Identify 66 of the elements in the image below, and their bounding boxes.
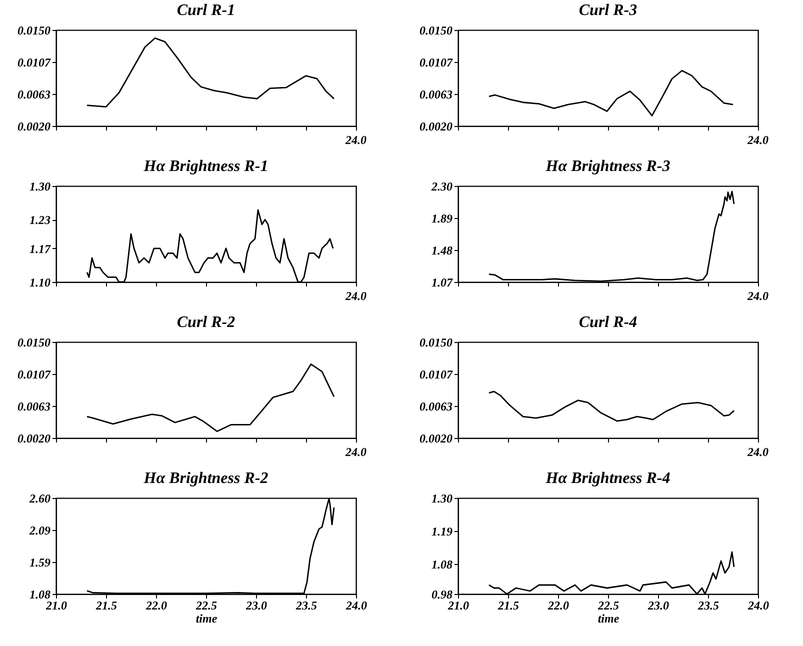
- chart-title: Hα Brightness R-1: [142, 158, 268, 175]
- y-tick-label: 0.0020: [420, 432, 452, 446]
- y-tick-label: 0.0020: [420, 120, 452, 134]
- chart-title: Hα Brightness R-4: [544, 470, 670, 487]
- y-tick-label: 0.98: [432, 588, 452, 602]
- y-tick-label: 0.0107: [18, 367, 52, 382]
- y-tick-label: 2.60: [28, 492, 50, 506]
- chart-title: Curl R-3: [578, 2, 638, 19]
- y-tick-label: 0.0063: [420, 400, 452, 414]
- x-tick-label: 21.0: [447, 598, 469, 612]
- y-tick-label: 0.0150: [18, 24, 50, 38]
- x-tick-label: 23.0: [245, 598, 267, 612]
- x-tick-label: 24.0: [747, 598, 769, 612]
- y-tick-label: 1.08: [30, 588, 50, 602]
- x-tick-label: 24.0: [345, 598, 367, 612]
- y-tick-label: 0.0150: [18, 336, 50, 350]
- x-axis-title: time: [598, 612, 620, 626]
- x-tick-label: 21.5: [497, 598, 519, 612]
- line-series: [86, 37, 335, 108]
- y-tick-label: 1.08: [432, 558, 452, 572]
- y-tick-label: 1.59: [30, 555, 50, 570]
- chart-title: Curl R-2: [176, 314, 236, 331]
- y-tick-label: 0.0063: [420, 88, 452, 102]
- text: 24.0: [344, 289, 366, 303]
- line-series: [488, 70, 734, 116]
- y-tick-label: 1.48: [432, 244, 452, 258]
- x-tick-label: 22.5: [195, 598, 217, 612]
- y-tick-label: 0.0150: [420, 336, 452, 350]
- text: 24.0: [746, 289, 768, 303]
- chart-title: Hα Brightness R-3: [544, 158, 670, 175]
- y-tick-label: 1.07: [432, 276, 454, 290]
- x-tick-label: 23.0: [647, 598, 669, 612]
- text: 24.0: [344, 445, 366, 459]
- y-tick-label: 0.0150: [420, 24, 452, 38]
- y-tick-label: 1.17: [30, 242, 52, 256]
- y-tick-label: 1.23: [30, 213, 50, 228]
- y-tick-label: 0.0107: [420, 55, 454, 70]
- x-tick-label: 21.0: [45, 598, 67, 612]
- y-tick-label: 0.0020: [18, 432, 50, 446]
- x-tick-label: 23.5: [697, 598, 719, 612]
- y-tick-label: 0.0063: [18, 88, 50, 102]
- y-tick-label: 1.19: [432, 524, 452, 538]
- y-tick-label: 1.30: [432, 492, 452, 506]
- y-tick-label: 0.0020: [18, 120, 50, 134]
- x-tick-label: 22.0: [547, 598, 569, 612]
- x-tick-label: 23.5: [295, 598, 317, 612]
- y-tick-label: 1.30: [30, 180, 50, 194]
- x-tick-label: 22.5: [597, 598, 619, 612]
- text: 24.0: [344, 133, 366, 147]
- chart-title: Curl R-4: [578, 314, 638, 331]
- y-tick-label: 1.89: [432, 212, 452, 226]
- y-tick-label: 0.0107: [420, 367, 454, 382]
- text: 24.0: [746, 445, 768, 459]
- y-tick-label: 0.0063: [18, 400, 50, 414]
- y-tick-label: 1.10: [30, 276, 50, 290]
- text: 24.0: [746, 133, 768, 147]
- chart-title: Hα Brightness R-2: [142, 470, 268, 487]
- y-tick-label: 2.30: [430, 180, 452, 194]
- y-tick-label: 0.0107: [18, 55, 52, 70]
- y-tick-label: 2.09: [28, 524, 50, 538]
- x-tick-label: 21.5: [95, 598, 117, 612]
- chart-title: Curl R-1: [176, 2, 236, 19]
- x-axis-title: time: [196, 612, 218, 626]
- x-tick-label: 22.0: [145, 598, 167, 612]
- line-series: [488, 390, 735, 422]
- line-series: [86, 363, 335, 432]
